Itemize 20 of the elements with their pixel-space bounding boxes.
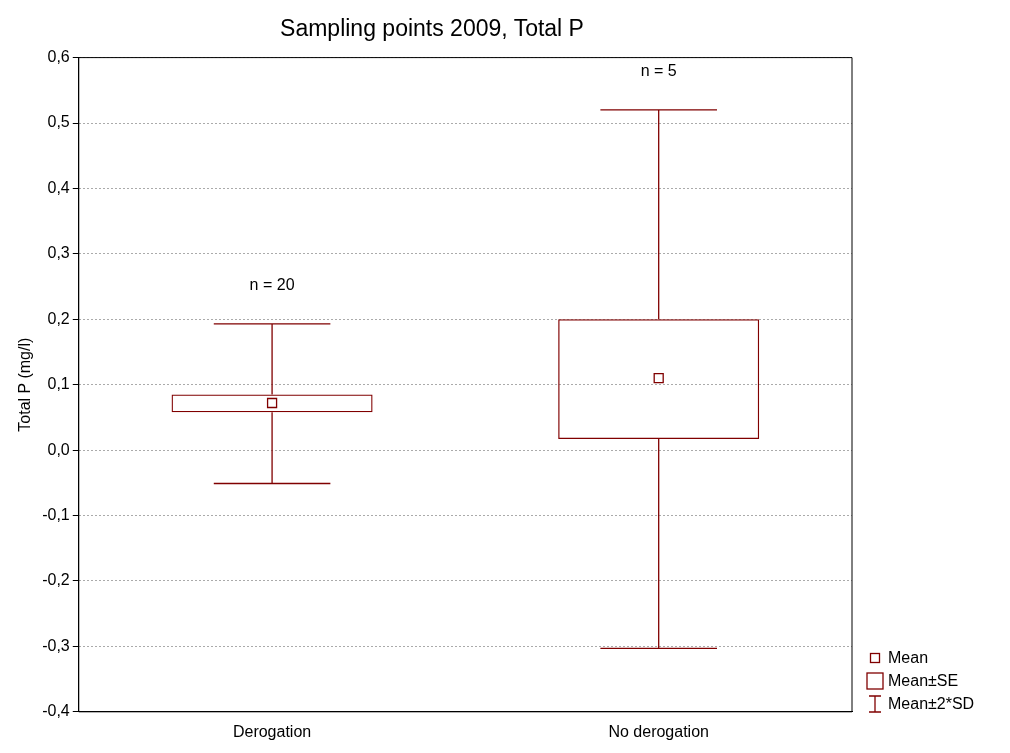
annotation: n = 5	[640, 62, 677, 80]
annotation: n = 20	[249, 276, 295, 294]
text: Mean±SE	[888, 671, 959, 690]
y-tick-label: 0,2	[47, 309, 70, 327]
y-tick-label: -0,3	[42, 636, 70, 654]
y-tick-label: 0,5	[47, 113, 70, 131]
y-tick-label: 0,6	[47, 48, 70, 66]
text: Mean	[888, 648, 929, 667]
y-tick-label: -0,4	[42, 702, 70, 720]
y-axis-title: Total P (mg/l)	[16, 337, 34, 432]
text: Mean±2*SD	[888, 694, 975, 713]
y-tick-label: 0,1	[47, 375, 70, 393]
x-tick-label: Derogation	[232, 722, 312, 740]
chart-title: Sampling points 2009, Total P	[280, 15, 584, 42]
y-tick-label: -0,1	[42, 505, 70, 523]
y-tick-label: 0,4	[47, 178, 70, 196]
y-tick-label: -0,2	[42, 571, 70, 589]
y-tick-label: 0,0	[47, 440, 70, 458]
x-tick-label: No derogation	[608, 722, 709, 740]
y-tick-label: 0,3	[47, 244, 70, 262]
